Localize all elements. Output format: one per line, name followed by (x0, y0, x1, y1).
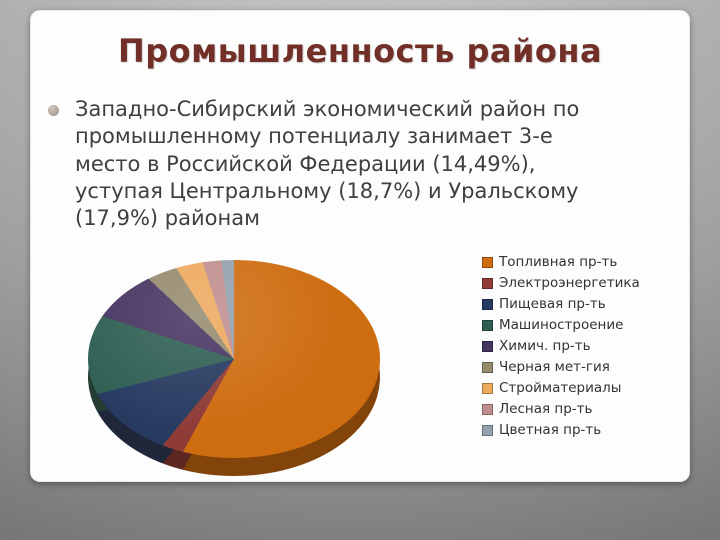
legend-swatch (482, 383, 493, 394)
legend-swatch (482, 404, 493, 415)
legend-label: Пищевая пр-ть (499, 295, 606, 312)
legend-item: Пищевая пр-ть (482, 295, 640, 312)
legend-label: Электроэнергетика (499, 274, 640, 291)
legend-item: Черная мет-гия (482, 358, 640, 375)
legend-item: Цветная пр-ть (482, 421, 640, 438)
legend-label: Машиностроение (499, 316, 624, 333)
slide-panel: Промышленность района Западно-Сибирский … (30, 10, 690, 482)
legend-label: Цветная пр-ть (499, 421, 602, 438)
bullet-item: Западно-Сибирский экономический район по… (46, 96, 636, 232)
legend-item: Машиностроение (482, 316, 640, 333)
legend-item: Лесная пр-ть (482, 400, 640, 417)
legend-label: Стройматериалы (499, 379, 622, 396)
legend-item: Электроэнергетика (482, 274, 640, 291)
legend-swatch (482, 278, 493, 289)
pie-top (88, 260, 380, 458)
legend-label: Лесная пр-ть (499, 400, 593, 417)
legend-swatch (482, 362, 493, 373)
legend-swatch (482, 299, 493, 310)
legend-label: Топливная пр-ть (499, 253, 618, 270)
legend-swatch (482, 425, 493, 436)
bullet-text: Западно-Сибирский экономический район по… (75, 97, 580, 231)
legend-item: Топливная пр-ть (482, 253, 640, 270)
legend-swatch (482, 341, 493, 352)
legend-label: Черная мет-гия (499, 358, 610, 375)
legend-swatch (482, 257, 493, 268)
slide-title: Промышленность района (117, 32, 603, 70)
legend-item: Химич. пр-ть (482, 337, 640, 354)
legend-item: Стройматериалы (482, 379, 640, 396)
pie-chart (88, 260, 380, 480)
legend-label: Химич. пр-ть (499, 337, 591, 354)
chart-legend: Топливная пр-ть Электроэнергетика Пищевая … (482, 253, 640, 445)
bullet-icon (48, 105, 59, 116)
legend-swatch (482, 320, 493, 331)
